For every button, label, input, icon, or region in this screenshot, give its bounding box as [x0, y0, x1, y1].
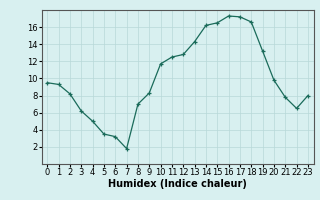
- X-axis label: Humidex (Indice chaleur): Humidex (Indice chaleur): [108, 179, 247, 189]
